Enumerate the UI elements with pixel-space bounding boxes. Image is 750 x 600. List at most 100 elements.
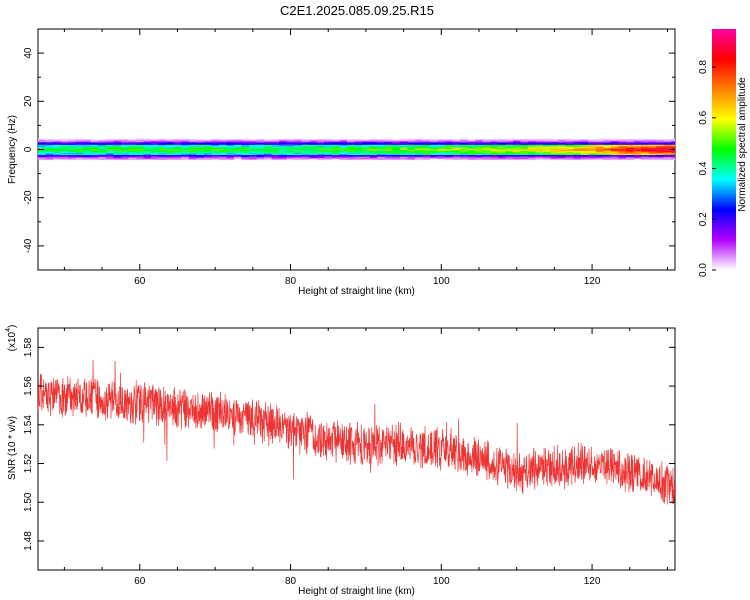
spectrogram-cell [286, 153, 295, 155]
spectrogram-cell [580, 152, 589, 154]
spectrogram-cell [143, 156, 152, 158]
spectrogram-ylabel: Frequency (Hz) [7, 115, 18, 184]
spectrogram-cell [90, 151, 99, 153]
spectrogram-cell [407, 141, 416, 143]
spectrogram-cell [512, 146, 521, 148]
spectrogram-cell [362, 152, 371, 155]
spectrogram-cell [75, 148, 84, 150]
spectrogram-cell [535, 138, 544, 140]
spectrogram-cell [90, 157, 99, 159]
spectrogram-cell [158, 154, 167, 156]
spectrogram-cell [136, 139, 144, 141]
spectrogram-cell [573, 158, 582, 161]
spectrogram-cell [490, 156, 499, 158]
spectrogram-cell [641, 142, 650, 144]
spectrogram-cell [354, 139, 363, 141]
spectrogram-cell [422, 152, 431, 154]
snr-series-line [38, 359, 675, 505]
spectrogram-cell [475, 147, 484, 150]
spectrogram-cell [151, 146, 160, 148]
spectrogram-cell [671, 149, 675, 151]
spectrogram-cell [641, 148, 650, 150]
spectrogram-cell [543, 158, 552, 161]
spectrogram-cell [45, 147, 54, 150]
spectrogram-cell [203, 149, 212, 151]
spectrogram-cell [467, 156, 476, 158]
spectrogram-cell [626, 141, 634, 143]
spectrogram-cell [656, 158, 665, 160]
spectrogram-cell [618, 154, 627, 156]
spectrogram-cell [595, 152, 604, 155]
spectrogram-cell [626, 140, 634, 142]
spectrogram-cell [339, 150, 348, 152]
spectrogram-cell [279, 146, 288, 148]
spectrogram-cell [535, 143, 544, 145]
spectrogram-cell [301, 147, 310, 150]
spectrogram-cell [264, 144, 273, 146]
spectrogram-cell [452, 146, 461, 148]
spectrogram-cell [362, 141, 371, 143]
spectrogram-cell [105, 145, 114, 147]
spectrogram-cell [60, 145, 69, 147]
spectrogram-cell [53, 142, 62, 144]
spectrogram-cell [422, 151, 431, 153]
spectrogram-cell [520, 140, 529, 142]
spectrogram-cell [45, 146, 54, 148]
spectrogram-cell [196, 156, 205, 158]
spectrogram-cell [543, 152, 552, 154]
spectrogram-cell [369, 152, 378, 154]
spectrogram-cell [482, 142, 491, 144]
spectrogram-cell [490, 139, 499, 141]
spectrogram-cell [384, 146, 393, 148]
spectrogram-cell [543, 140, 552, 142]
spectrogram-cell [430, 141, 438, 143]
spectrogram-cell [588, 156, 597, 158]
spectrogram-cell [151, 153, 160, 155]
spectrogram-cell [490, 149, 499, 151]
spectrogram-cell [105, 146, 114, 148]
spectrogram-cell [369, 147, 378, 150]
spectrogram-cell [128, 154, 137, 156]
spectrogram-cell [241, 142, 250, 145]
spectrogram-cell [98, 150, 107, 152]
spectrogram-cell [173, 152, 182, 154]
spectrogram-cell [603, 141, 612, 143]
spectrogram-cell [90, 150, 99, 152]
spectrogram-cell [181, 140, 190, 142]
spectrogram-cell [505, 146, 514, 148]
spectrogram-cell [196, 148, 205, 150]
spectrogram-cell [467, 153, 476, 155]
spectrogram-cell [136, 141, 144, 143]
spectrogram-cell [279, 142, 288, 144]
spectrogram-cell [181, 158, 190, 160]
spectrogram-cell [580, 144, 589, 146]
spectrogram-cell [53, 152, 62, 155]
spectrogram-cell [580, 155, 589, 157]
spectrogram-cell [151, 141, 160, 143]
spectrogram-cell [407, 142, 416, 144]
spectrogram-cell [136, 148, 144, 150]
spectrogram-cell [286, 158, 295, 160]
spectrogram-cell [60, 150, 69, 152]
spectrogram-cell [60, 152, 69, 154]
spectrogram-cell [203, 151, 212, 153]
spectrogram-cell [528, 148, 536, 150]
spectrogram-cell [512, 139, 521, 141]
spectrogram-cell [475, 147, 484, 149]
spectrogram-cell [332, 152, 340, 154]
spectrogram-cell [90, 143, 99, 145]
spectrogram-cell [369, 156, 378, 158]
spectrogram-cell [286, 148, 295, 150]
spectrogram-cell [211, 142, 220, 145]
spectrogram-cell [460, 157, 469, 159]
spectrogram-cell [543, 149, 552, 151]
spectrogram-cell [384, 144, 393, 146]
spectrogram-cell [535, 140, 544, 142]
spectrogram-cell [633, 148, 642, 150]
spectrogram-cell [211, 138, 220, 140]
spectrogram-cell [113, 147, 122, 150]
spectrogram-cell [641, 158, 650, 161]
spectrogram-cell [520, 141, 529, 143]
spectrogram-cell [497, 141, 506, 143]
